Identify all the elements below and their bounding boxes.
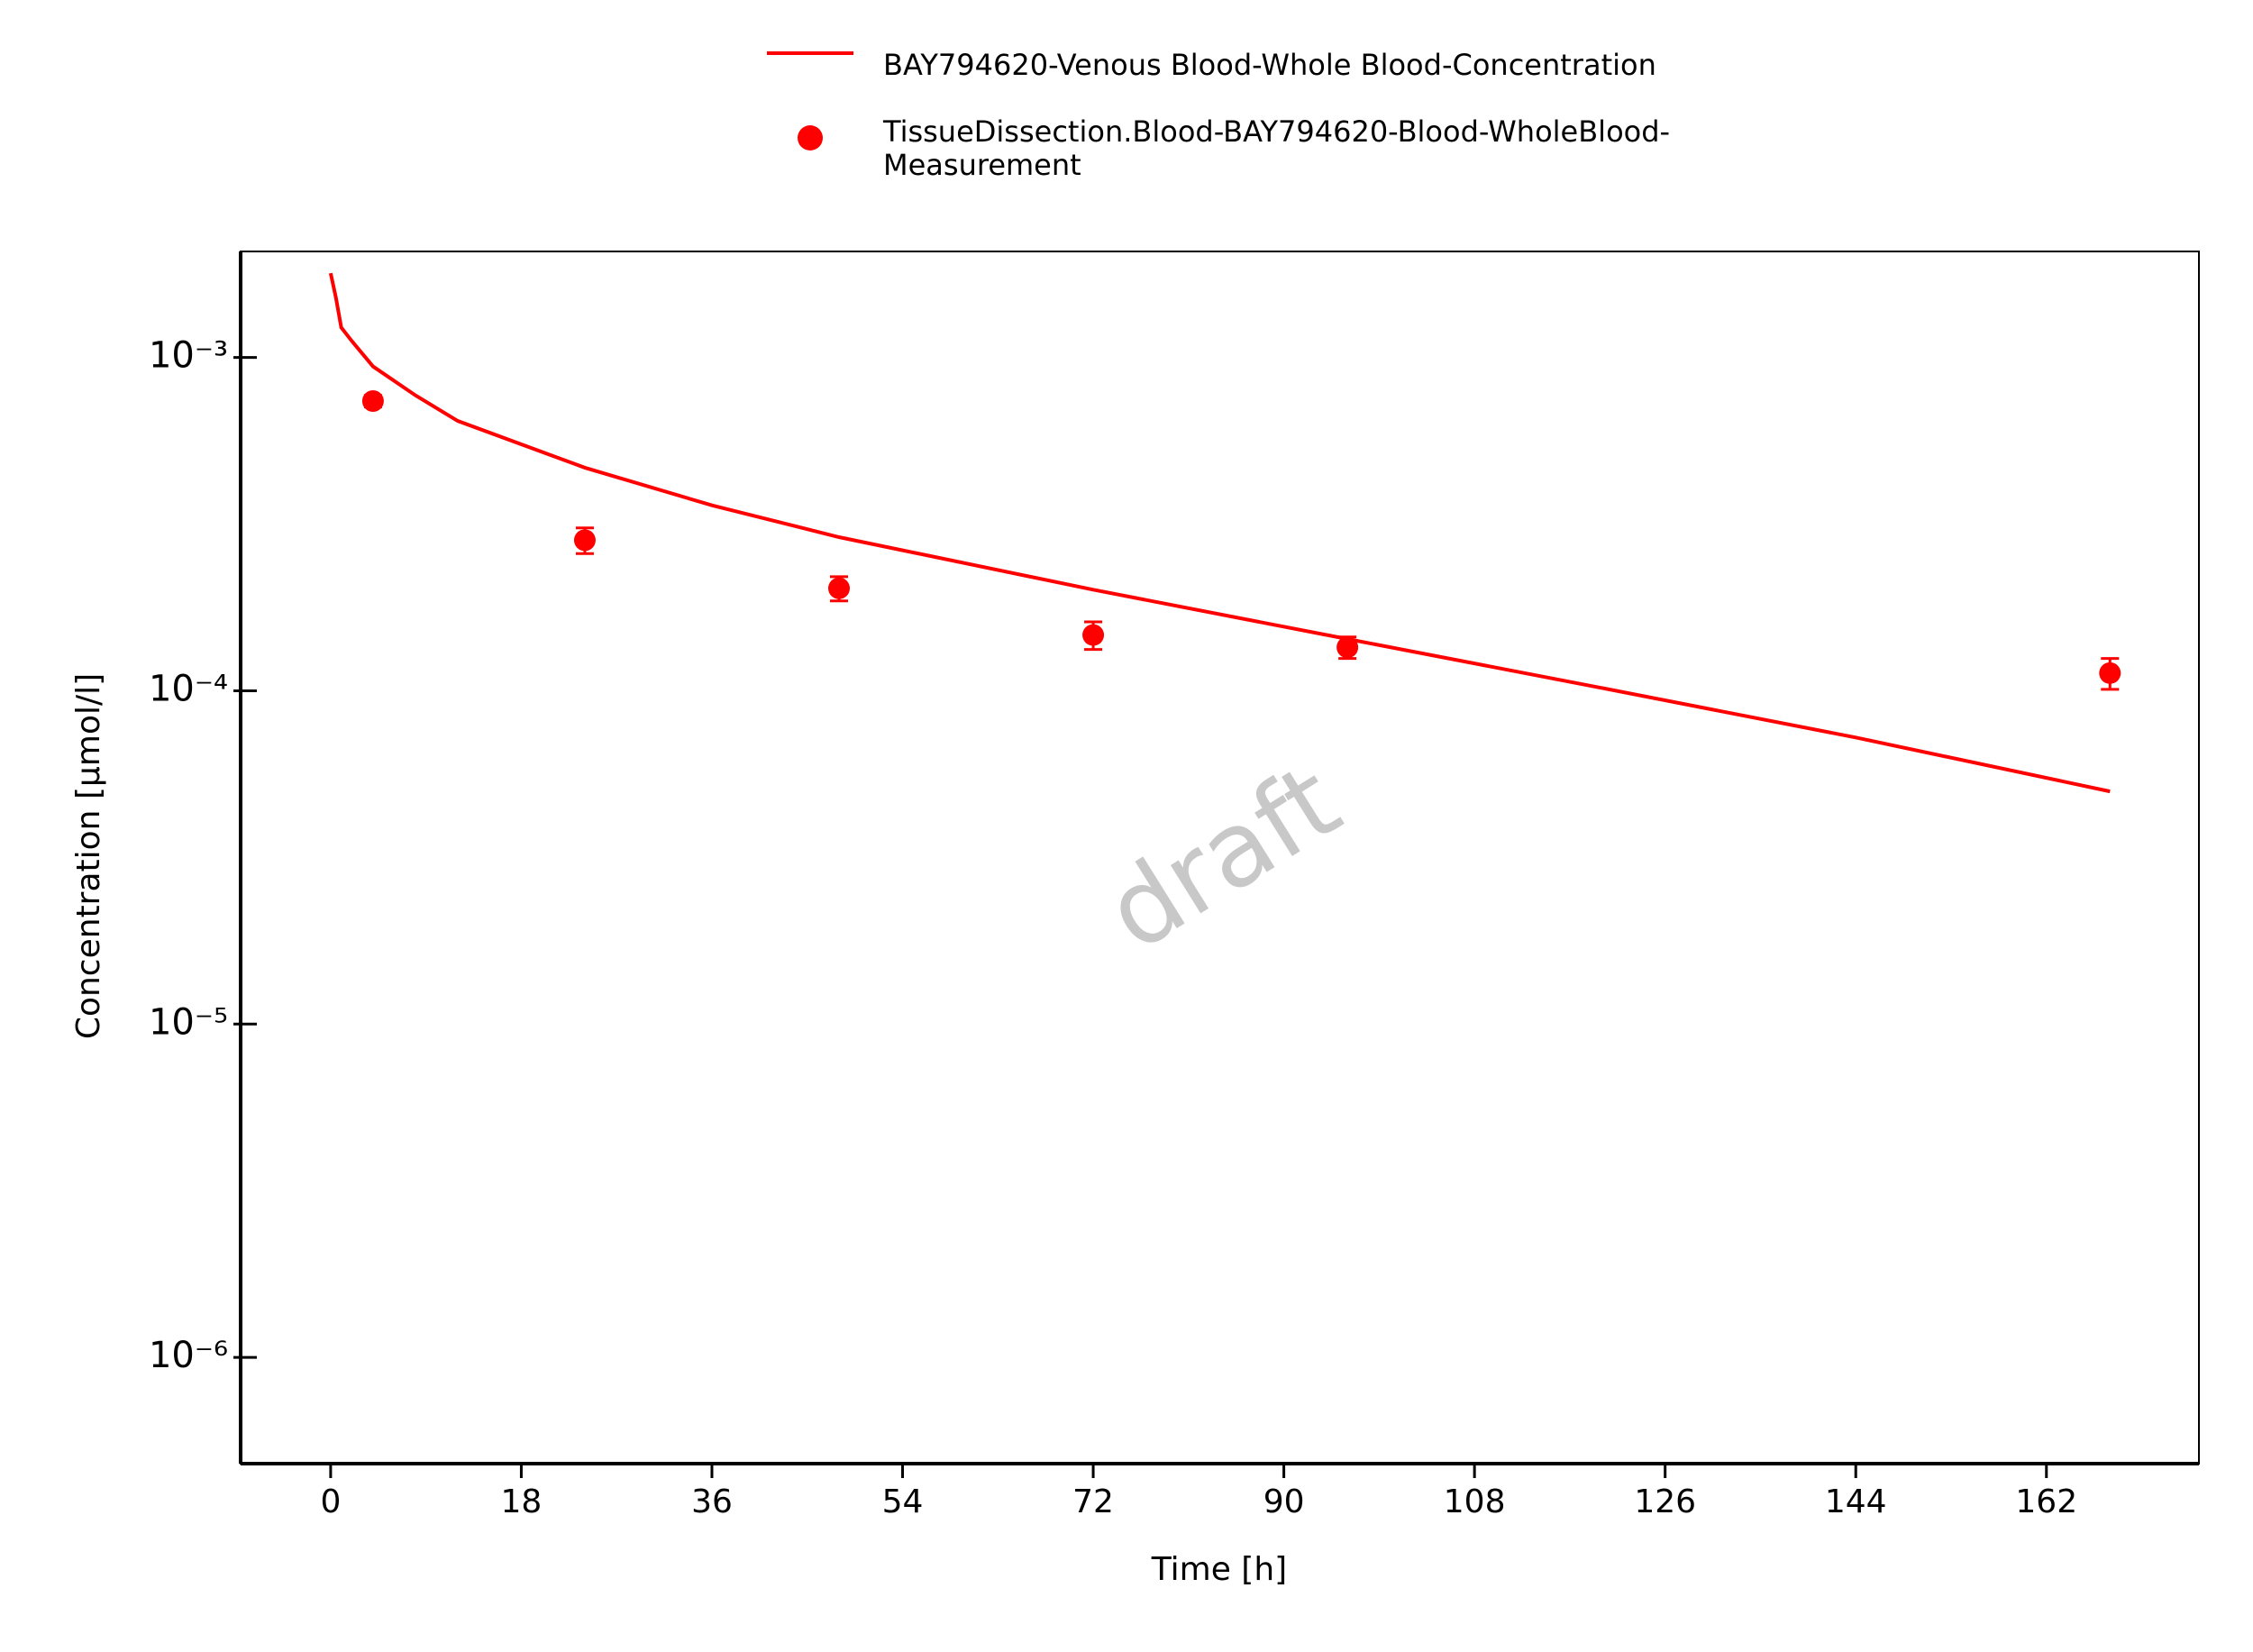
series-line [328, 272, 2111, 794]
legend-marker [798, 125, 823, 151]
x-tick-label: 162 [2015, 1483, 2077, 1520]
y-tick-label: 10⁻⁴ [149, 668, 228, 709]
y-axis-label: Concentration [µmol/l] [70, 673, 107, 1039]
x-tick-label: 18 [501, 1483, 543, 1520]
x-tick-label: 144 [1825, 1483, 1887, 1520]
x-tick-label: 54 [882, 1483, 924, 1520]
y-tick-label: 10⁻⁶ [149, 1335, 228, 1376]
data-point [1082, 624, 1105, 646]
x-tick-label: 72 [1072, 1483, 1114, 1520]
data-point [573, 529, 596, 552]
x-tick-label: 126 [1634, 1483, 1696, 1520]
data-point [1336, 636, 1359, 659]
y-tick-label: 10⁻³ [149, 335, 228, 377]
legend-label: BAY794620-Venous Blood-Whole Blood-Conce… [883, 48, 1656, 82]
data-point [2099, 662, 2121, 684]
data-point [828, 577, 851, 599]
legend-label: TissueDissection.Blood-BAY794620-Blood-W… [883, 114, 1671, 182]
data-point [361, 389, 384, 412]
y-tick-label: 10⁻⁵ [149, 1001, 228, 1043]
x-tick-label: 108 [1444, 1483, 1506, 1520]
x-axis-label: Time [h] [1151, 1551, 1287, 1588]
x-tick-label: 0 [320, 1483, 341, 1520]
x-tick-label: 36 [691, 1483, 733, 1520]
watermark: draft [1086, 741, 1360, 974]
x-tick-label: 90 [1263, 1483, 1305, 1520]
